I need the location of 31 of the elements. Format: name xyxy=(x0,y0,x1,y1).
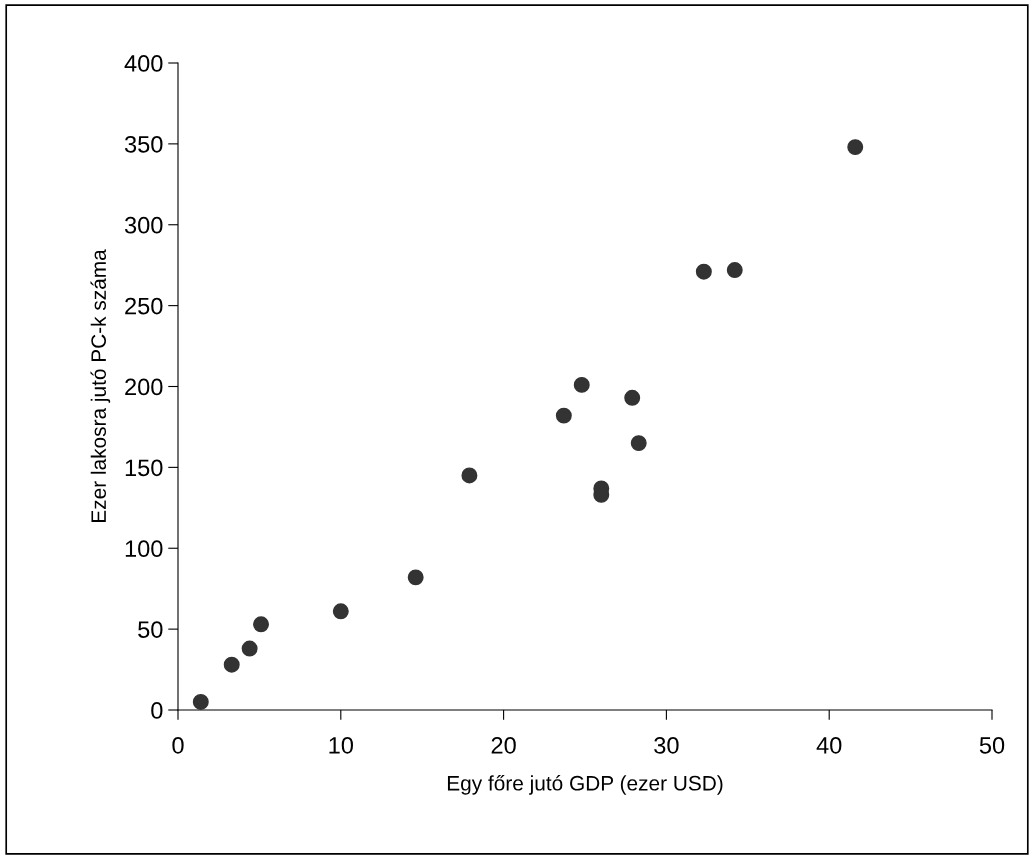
x-tick-label: 50 xyxy=(979,737,1005,754)
x-tick-label: 0 xyxy=(172,737,184,754)
point xyxy=(847,139,864,156)
x-tick-label: 30 xyxy=(654,737,679,754)
x-tick-label: 40 xyxy=(816,737,842,754)
point xyxy=(332,603,349,620)
point xyxy=(192,693,209,710)
y-tick-label: 100 xyxy=(125,540,163,558)
y-tick-label: 150 xyxy=(125,459,163,477)
x-tick-label: 20 xyxy=(491,737,516,754)
point xyxy=(407,569,424,586)
y-tick-label: 300 xyxy=(124,216,163,234)
point xyxy=(555,407,572,424)
point xyxy=(241,640,258,657)
y-tick-label: 0 xyxy=(151,702,163,719)
y-tick-label: 50 xyxy=(138,621,163,638)
point xyxy=(630,435,647,452)
point xyxy=(253,616,270,633)
y-axis-title: Ezer lakosra jutó PC-k száma xyxy=(90,249,111,522)
point xyxy=(695,263,712,280)
point xyxy=(624,389,641,406)
point xyxy=(573,376,590,393)
y-tick-label: 200 xyxy=(125,378,163,396)
point xyxy=(223,656,240,673)
x-axis-title: Egy főre jutó GDP (ezer USD) xyxy=(447,775,723,795)
y-tick-label: 350 xyxy=(124,135,163,153)
y-tick-label: 250 xyxy=(125,297,163,315)
y-tick-label: 400 xyxy=(124,55,163,72)
point xyxy=(726,262,743,279)
point xyxy=(461,467,478,484)
x-tick-label: 10 xyxy=(329,737,354,754)
